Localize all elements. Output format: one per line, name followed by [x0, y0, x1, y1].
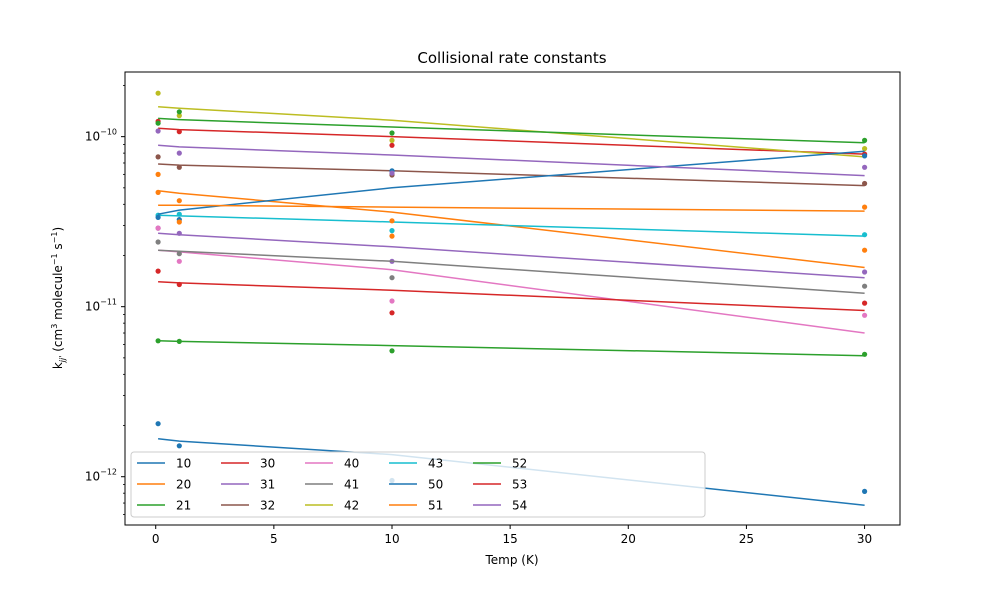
- data-point-41: [862, 283, 868, 289]
- series-line-50: [157, 150, 865, 215]
- series-line-32: [158, 163, 865, 187]
- legend-label: 32: [260, 499, 275, 513]
- data-point-42: [862, 146, 868, 152]
- data-point-50: [155, 214, 161, 220]
- data-point-42: [176, 113, 182, 119]
- y-tick-label: 10−11: [85, 298, 117, 314]
- legend-box: [130, 451, 706, 518]
- data-point-43: [389, 228, 395, 234]
- series-line-41: [158, 249, 865, 294]
- data-point-43: [176, 211, 182, 217]
- data-point-41: [155, 239, 161, 245]
- data-point-21: [176, 338, 182, 344]
- data-point-20: [862, 247, 868, 253]
- data-point-10: [176, 443, 182, 449]
- data-point-51: [862, 204, 868, 210]
- data-point-31: [176, 230, 182, 236]
- y-axis-label: kjj' (cm3 molecule−1 s−1): [50, 227, 67, 369]
- legend-label: 51: [428, 499, 443, 513]
- x-tick-label: 5: [270, 532, 278, 546]
- legend-label: 31: [260, 478, 275, 492]
- data-point-40: [176, 258, 182, 264]
- x-tick-label: 25: [739, 532, 754, 546]
- y-tick-label: 10−10: [85, 128, 117, 144]
- legend-label: 42: [344, 499, 359, 513]
- data-point-20: [176, 198, 182, 204]
- series-line-42: [158, 105, 865, 158]
- legend-label: 30: [260, 457, 275, 471]
- legend-label: 10: [176, 457, 191, 471]
- series-line-31: [158, 232, 865, 279]
- series-line-54: [158, 144, 865, 177]
- legend-label: 20: [176, 478, 191, 492]
- series-line-20: [158, 190, 865, 269]
- data-point-54: [862, 164, 868, 170]
- series-line-53: [158, 281, 865, 312]
- data-point-32: [176, 164, 182, 170]
- series-line-30: [158, 127, 865, 155]
- data-point-43: [862, 232, 868, 238]
- legend-label: 40: [344, 457, 359, 471]
- data-point-21: [155, 338, 161, 344]
- data-point-50: [862, 153, 868, 159]
- chart-title: Collisional rate constants: [417, 49, 606, 67]
- legend-label: 53: [512, 478, 527, 492]
- plot-frame: [124, 71, 901, 526]
- data-point-31: [862, 269, 868, 275]
- data-point-32: [155, 154, 161, 160]
- data-point-52: [176, 109, 182, 115]
- data-point-40: [155, 225, 161, 231]
- data-point-41: [389, 275, 395, 281]
- legend-label: 50: [428, 478, 443, 492]
- legend: 10 20 21 30 31 32 40 41 42 43 50 51 52 53 54: [130, 451, 706, 518]
- data-point-20: [389, 233, 395, 239]
- data-point-10: [862, 488, 868, 494]
- x-tick-label: 20: [621, 532, 636, 546]
- y-tick-label: 10−12: [85, 468, 117, 484]
- legend-label: 41: [344, 478, 359, 492]
- data-point-40: [862, 312, 868, 318]
- data-point-40: [389, 298, 395, 304]
- x-tick-label: 0: [152, 532, 160, 546]
- data-point-51: [389, 218, 395, 224]
- legend-label: 54: [512, 499, 527, 513]
- data-point-54: [176, 150, 182, 156]
- x-tick-label: 15: [502, 532, 517, 546]
- legend-label: 21: [176, 499, 191, 513]
- series-layer: [155, 90, 868, 506]
- data-point-32: [862, 180, 868, 187]
- y-axis: 10−12 10−11 10−10: [85, 85, 125, 515]
- data-point-41: [176, 251, 182, 257]
- data-point-53: [862, 300, 868, 306]
- data-point-21: [389, 348, 395, 354]
- data-point-53: [155, 268, 161, 274]
- x-tick-label: 10: [384, 532, 399, 546]
- legend-label: 43: [428, 457, 443, 471]
- series-line-43: [158, 214, 865, 237]
- series-line-21: [158, 340, 865, 357]
- data-point-51: [155, 171, 161, 177]
- data-point-53: [389, 310, 395, 316]
- data-point-30: [176, 129, 182, 135]
- series-line-51: [158, 204, 865, 212]
- data-point-54: [389, 170, 395, 176]
- data-point-20: [155, 189, 161, 195]
- data-point-52: [862, 137, 868, 143]
- x-axis-label: Temp (K): [484, 553, 538, 567]
- data-point-42: [389, 137, 395, 143]
- legend-label: 52: [512, 457, 527, 471]
- data-point-53: [176, 281, 182, 288]
- data-point-52: [389, 130, 395, 136]
- data-point-30: [389, 142, 395, 148]
- x-axis: 0 5 10 15 20 25 30: [152, 525, 872, 546]
- data-point-21: [862, 351, 868, 357]
- data-point-52: [155, 120, 161, 126]
- x-tick-label: 30: [857, 532, 872, 546]
- series-line-52: [158, 117, 865, 144]
- data-point-54: [155, 128, 161, 134]
- data-point-42: [155, 90, 161, 96]
- data-point-10: [155, 421, 161, 427]
- data-point-51: [176, 219, 182, 225]
